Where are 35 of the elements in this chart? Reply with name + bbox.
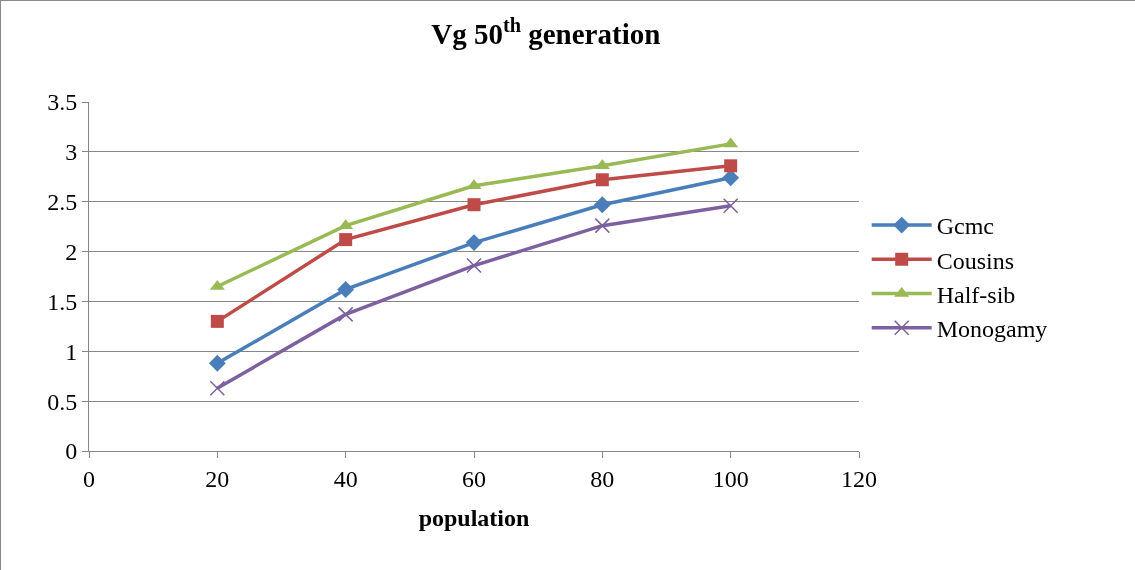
y-tick-label: 0 — [65, 438, 78, 465]
y-tick-label: 3.5 — [47, 89, 78, 116]
x-tick-label: 120 — [841, 465, 877, 492]
legend-label: Gcmc — [936, 213, 995, 240]
point — [466, 257, 482, 274]
point — [724, 159, 738, 173]
legend-label: Monogamy — [936, 316, 1048, 343]
y-tick-label: 1.5 — [47, 288, 78, 315]
y-tick-label: 3 — [65, 139, 78, 166]
chart-title: Vg 50$^{th}$ generation — [431, 13, 661, 51]
point — [209, 380, 226, 396]
x-tick-label: 80 — [590, 465, 615, 492]
point — [594, 217, 611, 234]
y-tick-label: 2 — [65, 238, 78, 265]
y-tick-label: 2.5 — [47, 189, 78, 216]
x-tick-label: 100 — [712, 465, 749, 492]
x-tick-label: 20 — [205, 465, 230, 492]
point — [208, 354, 226, 372]
point — [210, 314, 224, 328]
point — [337, 306, 354, 323]
point — [722, 197, 739, 214]
x-axis-title: population — [418, 505, 530, 532]
point — [465, 234, 483, 252]
x-tick-label: 0 — [83, 465, 95, 492]
x-tick-label: 60 — [462, 465, 486, 492]
point — [593, 196, 611, 214]
y-tick-label: 1 — [65, 338, 78, 365]
point — [467, 198, 481, 212]
point — [595, 173, 609, 187]
legend-label: Cousins — [936, 247, 1015, 274]
x-tick-label: 40 — [333, 465, 358, 492]
legend-label: Half-sib — [936, 281, 1016, 308]
y-tick-label: 0.5 — [47, 388, 78, 415]
point — [337, 281, 355, 298]
point — [339, 233, 353, 247]
